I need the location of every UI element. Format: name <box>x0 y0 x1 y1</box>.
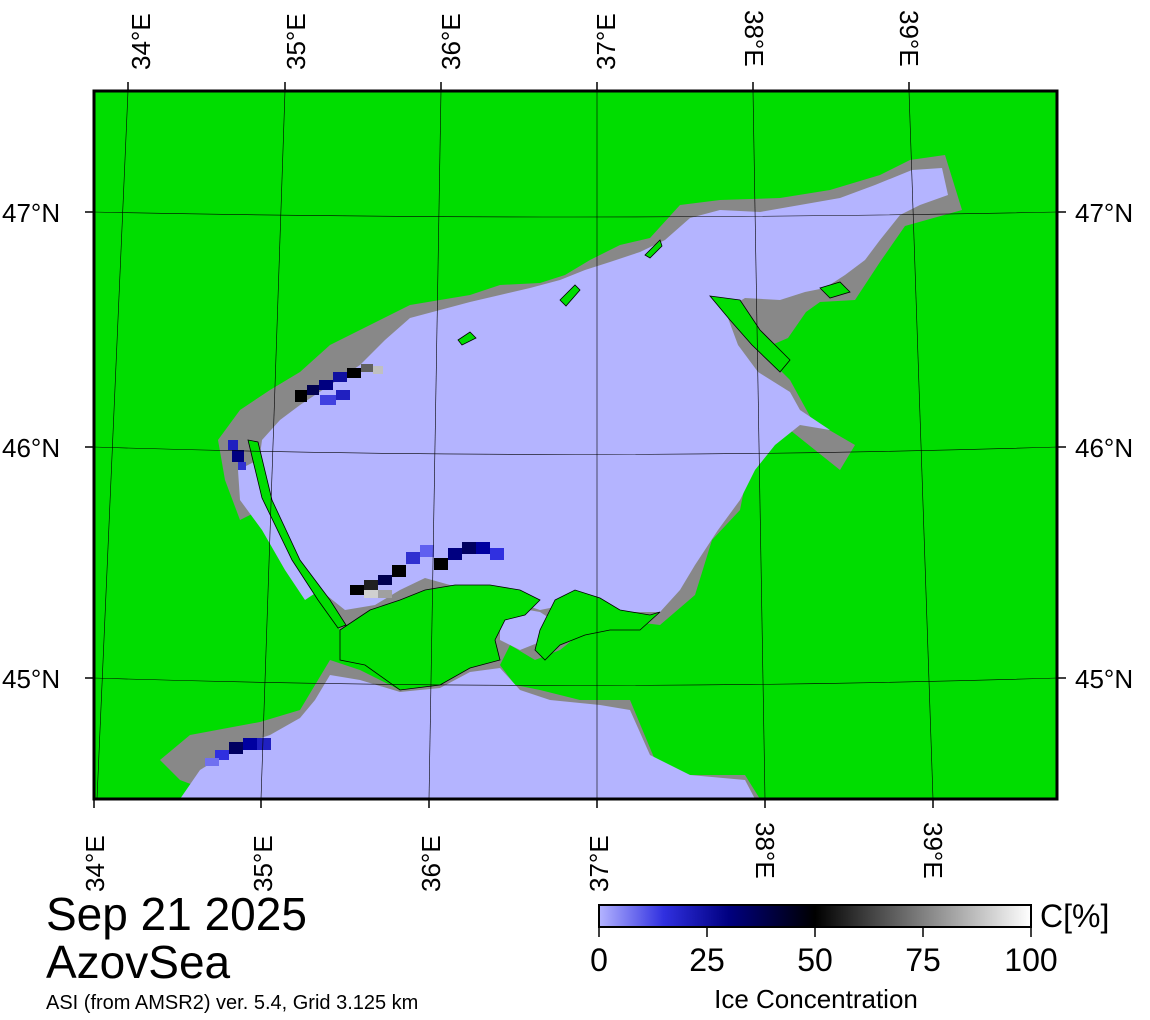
right-lat-label: 47°N <box>1075 198 1133 228</box>
colorbar-ticks <box>598 927 1032 937</box>
top-lon-label: 39°E <box>894 10 924 67</box>
graticule <box>94 91 1057 799</box>
product-info: ASI (from AMSR2) ver. 5.4, Grid 3.125 km <box>46 992 419 1014</box>
left-lat-label: 46°N <box>2 433 60 463</box>
colorbar-unit: C[%] <box>1040 898 1110 934</box>
bottom-lon-label: 37°E <box>584 835 614 892</box>
top-lon-label: 35°E <box>281 13 311 70</box>
black-sea-water <box>180 668 755 799</box>
yeysk-spit <box>709 295 791 373</box>
bottom-lon-label: 36°E <box>416 835 446 892</box>
region-title: AzovSea <box>46 936 231 988</box>
colorbar-tick-label: 0 <box>590 942 608 978</box>
left-lat-label: 45°N <box>2 664 60 694</box>
bottom-lon-label: 38°E <box>750 822 780 879</box>
colorbar-tick-label: 25 <box>689 942 725 978</box>
azov-sea-water <box>258 168 948 612</box>
top-lon-label: 37°E <box>591 13 621 70</box>
right-lat-label: 46°N <box>1075 433 1133 463</box>
bottom-lon-label: 34°E <box>80 835 110 892</box>
right-lat-label: 45°N <box>1075 664 1133 694</box>
left-lat-label: 47°N <box>2 198 60 228</box>
northern-spits <box>457 239 851 346</box>
colorbar-tick-label: 100 <box>1004 942 1058 978</box>
arabat-spit <box>247 439 347 629</box>
kerch-peninsula <box>339 584 541 691</box>
taman-peninsula <box>534 589 661 661</box>
colorbar-tick-label: 75 <box>905 942 941 978</box>
frame-ticks <box>85 82 1066 808</box>
ice-patches <box>205 364 504 766</box>
colorbar-label: Ice Concentration <box>714 984 918 1014</box>
map-frame <box>92 89 1059 801</box>
top-lon-label: 36°E <box>436 13 466 70</box>
bottom-lon-label: 35°E <box>248 835 278 892</box>
colorbar <box>598 904 1032 928</box>
top-lon-label: 38°E <box>739 10 769 67</box>
date-title: Sep 21 2025 <box>46 888 307 940</box>
bottom-lon-label: 39°E <box>918 822 948 879</box>
colorbar-tick-label: 50 <box>797 942 833 978</box>
top-lon-label: 34°E <box>126 13 156 70</box>
